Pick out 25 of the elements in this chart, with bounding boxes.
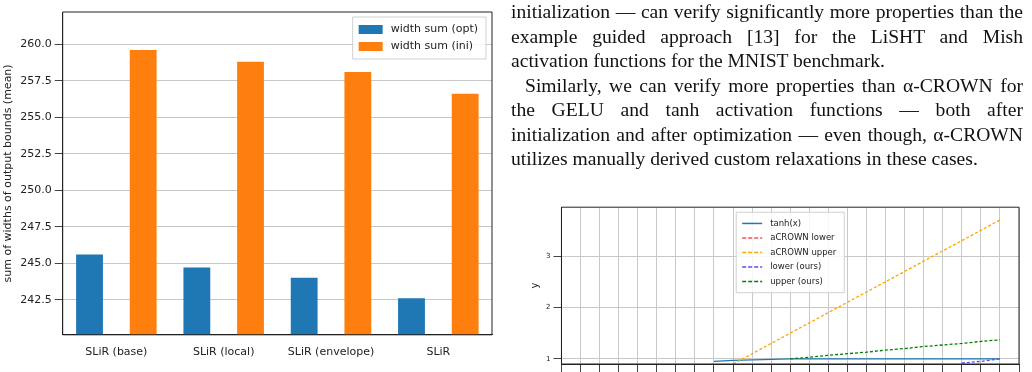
legend-label: width sum (opt) [390, 22, 478, 36]
y-tick-label: 245.0 [20, 256, 52, 270]
x-tick-label: SLiR (base) [85, 345, 148, 359]
legend-label: lower (ours) [770, 261, 822, 272]
x-tick-label: SLiR (local) [192, 345, 255, 359]
legend-label: aCROWN lower [770, 232, 836, 243]
x-tick-label: SLiR [426, 345, 451, 359]
y-tick-label: 257.5 [20, 73, 52, 87]
y-axis-title: y [528, 282, 540, 289]
text: Similarly, we can verify more properties than α-CROWN for the GELU and tanh activation functions — both after initialization and after optimization — even though, α-CROWN utilizes manually derived custom relaxations in these cases. [511, 73, 1023, 171]
legend-label: aCROWN upper [770, 246, 837, 257]
y-tick-label: 250.0 [20, 183, 52, 197]
line-series [789, 339, 1001, 360]
y-tick-label: 255.0 [20, 110, 52, 124]
x-tick-label: SLiR (envelope) [287, 345, 375, 359]
y-tick-label: 242.5 [20, 292, 52, 306]
y-tick-label: 252.5 [20, 146, 52, 160]
legend-label: tanh(x) [770, 217, 802, 228]
text: initialization — can verify significantly more properties than the example guided approach [13] for the LiSHT and Mish activation functions for the MNIST benchmark. [511, 0, 1023, 73]
y-tick-label: 247.5 [20, 219, 52, 233]
legend-label: width sum (ini) [390, 39, 474, 53]
y-tick-label: 260.0 [20, 36, 52, 50]
legend-label: upper (ours) [770, 275, 823, 286]
y-axis-title: sum of widths of output bounds (mean) [1, 64, 15, 283]
line-series [732, 219, 1001, 364]
